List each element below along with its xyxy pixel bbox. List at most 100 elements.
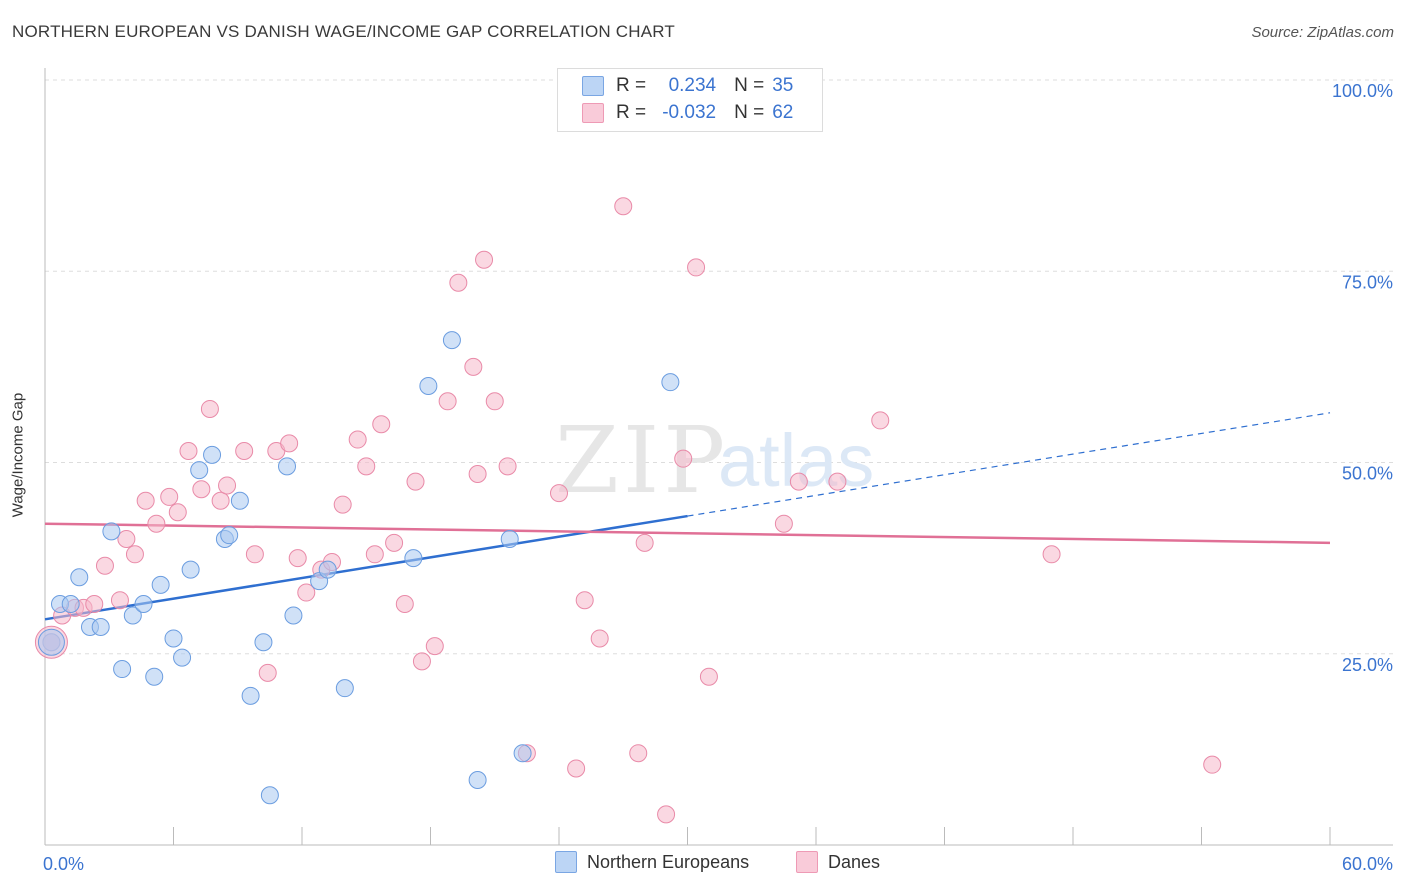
data-point: [123, 606, 142, 625]
data-point: [151, 575, 170, 594]
legend-label-danes: Danes: [828, 851, 881, 872]
data-point: [468, 770, 487, 789]
stats-legend: R = 0.234 N = 35 R = -0.032 N = 62: [557, 68, 823, 132]
data-point: [211, 491, 230, 510]
data-point: [179, 442, 198, 461]
legend-label-northern-europeans: Northern Europeans: [587, 851, 750, 872]
data-point: [192, 480, 211, 499]
chart-title: NORTHERN EUROPEAN VS DANISH WAGE/INCOME …: [12, 22, 676, 41]
data-point: [590, 629, 609, 648]
data-point: [385, 533, 404, 552]
data-point: [333, 495, 352, 514]
data-point: [1042, 545, 1061, 564]
data-point: [284, 606, 303, 625]
data-point: [95, 556, 114, 575]
legend-r-label: R =: [616, 75, 647, 96]
data-point: [348, 430, 367, 449]
data-point: [258, 663, 277, 682]
trend-line-northern-europeans-projection: [687, 412, 1331, 517]
legend-r-label: R =: [616, 102, 647, 123]
data-point: [438, 392, 457, 411]
data-point: [160, 487, 179, 506]
source-label: Source: ZipAtlas.com: [1251, 24, 1394, 41]
data-point: [828, 472, 847, 491]
legend-swatch-pink: [582, 103, 604, 123]
legend-item-northern-europeans: Northern Europeans: [555, 851, 749, 873]
data-point: [449, 273, 468, 292]
legend-n-value: 62: [772, 102, 794, 123]
legend-swatch-blue: [555, 851, 577, 873]
data-point: [190, 461, 209, 480]
data-point: [498, 457, 517, 476]
legend-n-label: N =: [734, 102, 765, 123]
legend-row-danes: R = -0.032 N = 62: [582, 102, 793, 124]
data-point: [357, 457, 376, 476]
data-point: [110, 591, 129, 610]
data-point: [220, 526, 239, 545]
data-point: [789, 472, 808, 491]
axes: [44, 68, 1393, 846]
data-point: [475, 250, 494, 269]
data-point: [550, 484, 568, 503]
y-tick-label: 25.0%: [1342, 655, 1393, 675]
y-tick-label: 75.0%: [1342, 272, 1393, 292]
data-point: [168, 503, 187, 522]
data-point: [136, 491, 155, 510]
data-point: [241, 686, 260, 705]
data-point: [687, 258, 706, 277]
data-point: [280, 434, 299, 453]
data-point: [464, 357, 483, 376]
legend-item-danes: Danes: [796, 851, 880, 873]
data-point: [425, 637, 444, 656]
data-point: [335, 679, 354, 698]
legend-row-northern-europeans: R = 0.234 N = 35: [582, 75, 793, 97]
data-point: [774, 514, 793, 533]
data-point-cluster: [37, 628, 65, 656]
data-point: [395, 595, 414, 614]
data-point: [661, 373, 680, 392]
data-point: [372, 415, 391, 434]
data-points: [34, 197, 1222, 824]
grid-lines: [45, 79, 1395, 655]
legend-swatch-blue: [582, 76, 604, 96]
legend-swatch-pink: [796, 851, 818, 873]
data-point: [254, 633, 273, 652]
data-point: [134, 595, 153, 614]
data-point: [61, 595, 80, 614]
watermark: ZIP atlas: [555, 407, 874, 514]
data-point: [614, 197, 633, 216]
data-point: [235, 442, 254, 461]
data-point: [288, 549, 307, 568]
data-point: [567, 759, 586, 778]
data-point: [218, 476, 237, 495]
data-point: [117, 530, 136, 548]
data-point: [173, 648, 192, 667]
legend-r-value: -0.032: [662, 102, 717, 123]
data-point: [297, 583, 316, 602]
data-point: [203, 445, 222, 464]
data-point: [442, 331, 461, 350]
data-point: [164, 629, 183, 648]
data-point: [1203, 755, 1222, 774]
x-tick-label: 0.0%: [43, 854, 84, 874]
data-point: [125, 545, 144, 564]
data-point: [575, 591, 594, 610]
data-point: [468, 464, 487, 483]
data-point: [406, 472, 425, 491]
data-point: [147, 514, 166, 533]
data-point: [404, 549, 423, 568]
data-point: [513, 744, 532, 763]
data-point: [674, 449, 693, 468]
trend-line-danes: [44, 522, 1331, 545]
legend-n-label: N =: [734, 75, 765, 96]
data-point: [200, 399, 219, 418]
watermark-zip: ZIP: [555, 407, 729, 514]
data-point: [699, 667, 718, 686]
tick-labels: 25.0% 50.0% 75.0% 100.0% 0.0% 60.0%: [43, 81, 1393, 874]
data-point: [85, 595, 104, 614]
data-point: [365, 545, 384, 564]
data-point: [318, 560, 337, 579]
data-point: [500, 530, 519, 548]
data-point: [419, 377, 438, 395]
